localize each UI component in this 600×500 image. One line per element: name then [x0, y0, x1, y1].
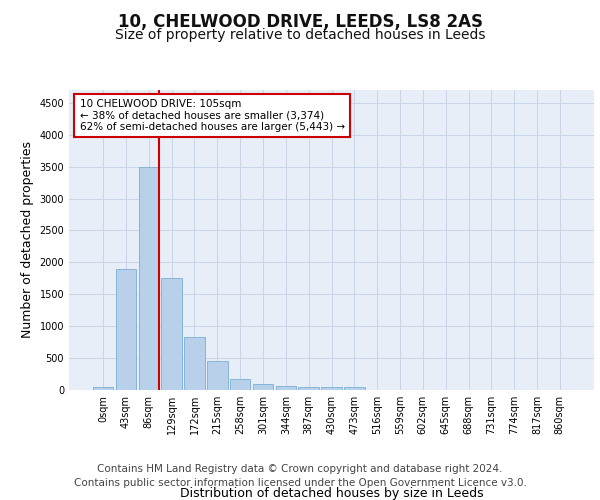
Bar	[207, 362, 227, 390]
Bar	[116, 268, 136, 390]
Bar	[139, 166, 159, 390]
X-axis label: Distribution of detached houses by size in Leeds: Distribution of detached houses by size …	[179, 487, 484, 500]
Bar	[253, 384, 273, 390]
Bar	[230, 379, 250, 390]
Bar	[321, 388, 342, 390]
Text: Contains HM Land Registry data © Crown copyright and database right 2024.
Contai: Contains HM Land Registry data © Crown c…	[74, 464, 526, 487]
Y-axis label: Number of detached properties: Number of detached properties	[21, 142, 34, 338]
Bar	[93, 388, 113, 390]
Bar	[344, 387, 365, 390]
Bar	[184, 337, 205, 390]
Bar	[161, 278, 182, 390]
Bar	[298, 388, 319, 390]
Text: 10, CHELWOOD DRIVE, LEEDS, LS8 2AS: 10, CHELWOOD DRIVE, LEEDS, LS8 2AS	[118, 12, 482, 30]
Text: Size of property relative to detached houses in Leeds: Size of property relative to detached ho…	[115, 28, 485, 42]
Bar	[275, 386, 296, 390]
Text: 10 CHELWOOD DRIVE: 105sqm
← 38% of detached houses are smaller (3,374)
62% of se: 10 CHELWOOD DRIVE: 105sqm ← 38% of detac…	[79, 99, 344, 132]
